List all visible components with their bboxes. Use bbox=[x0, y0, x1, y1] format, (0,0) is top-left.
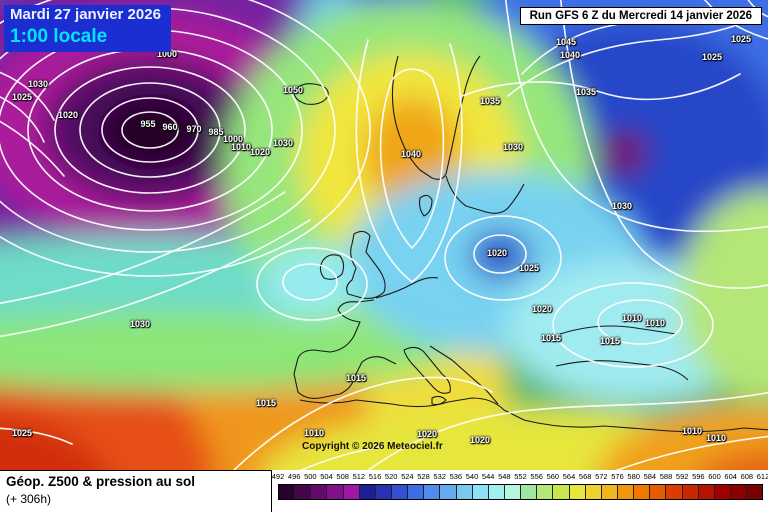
scale-tick-label: 612 bbox=[756, 472, 768, 481]
scale-segment bbox=[537, 485, 554, 499]
scale-tick-label: 608 bbox=[740, 472, 754, 481]
scale-segment bbox=[747, 485, 763, 499]
scale-tick-label: 564 bbox=[562, 472, 576, 481]
scale-segment bbox=[375, 485, 392, 499]
scale-tick-label: 604 bbox=[724, 472, 737, 481]
scale-tick-label: 520 bbox=[384, 472, 398, 481]
scale-tick-label: 516 bbox=[368, 472, 382, 481]
scale-tick-label: 524 bbox=[401, 472, 414, 481]
legend-title: Géop. Z500 & pression au sol bbox=[6, 474, 196, 489]
scale-segment bbox=[408, 485, 425, 499]
scale-tick-label: 600 bbox=[708, 472, 721, 481]
bottom-bar: Géop. Z500 & pression au sol (+ 306h) 49… bbox=[0, 470, 768, 512]
scale-segment bbox=[343, 485, 360, 499]
scale-tick-label: 536 bbox=[449, 472, 463, 481]
scale-segment bbox=[569, 485, 586, 499]
scale-segment bbox=[650, 485, 667, 499]
geopotential-color-field bbox=[0, 0, 768, 470]
scale-segment bbox=[311, 485, 328, 499]
map-canvas bbox=[0, 0, 768, 470]
scale-tick-label: 556 bbox=[530, 472, 543, 481]
scale-tick-label: 584 bbox=[643, 472, 657, 481]
scale-tick-label: 496 bbox=[287, 472, 301, 481]
scale-segment bbox=[714, 485, 731, 499]
scale-segment bbox=[666, 485, 683, 499]
local-time-label: 1:00 locale bbox=[10, 25, 108, 47]
scale-segment bbox=[359, 485, 376, 499]
scale-segment bbox=[504, 485, 522, 499]
scale-segment bbox=[730, 485, 748, 499]
scale-tick-label: 552 bbox=[514, 472, 527, 481]
scale-tick-label: 588 bbox=[659, 472, 673, 481]
forecast-date-label: Mardi 27 janvier 2026 bbox=[10, 6, 161, 23]
scale-segment bbox=[553, 485, 570, 499]
isobars bbox=[0, 0, 768, 470]
scale-tick-label: 548 bbox=[498, 472, 511, 481]
scale-tick-label: 568 bbox=[578, 472, 592, 481]
scale-segment bbox=[295, 485, 312, 499]
scale-segment bbox=[391, 485, 409, 499]
forecast-hour-label: (+ 306h) bbox=[6, 492, 52, 506]
scale-segment bbox=[440, 485, 457, 499]
scale-segment bbox=[472, 485, 489, 499]
color-scale: 492 496 500 504 508 512 516 520 524 528 532 536 540 5… bbox=[272, 472, 768, 500]
model-run-box: Run GFS 6 Z du Mercredi 14 janvier 2026 bbox=[519, 7, 762, 25]
scale-segment bbox=[488, 485, 505, 499]
scale-tick-label: 504 bbox=[320, 472, 333, 481]
scale-tick-label: 492 bbox=[271, 472, 285, 481]
scale-tick-label: 540 bbox=[465, 472, 479, 481]
scale-segment bbox=[279, 485, 296, 499]
scale-tick-label: 500 bbox=[304, 472, 317, 481]
scale-segment bbox=[617, 485, 635, 499]
legend-title-box: Géop. Z500 & pression au sol (+ 306h) bbox=[0, 470, 272, 512]
weather-map: 1030 1025 1020 1000 955 960 970 985 1000 1010 1020… bbox=[0, 0, 768, 470]
scale-segment bbox=[698, 485, 715, 499]
scale-tick-labels: 492 496 500 504 508 512 516 520 524 528 532 536 540 5… bbox=[272, 472, 768, 483]
scale-tick-label: 532 bbox=[433, 472, 446, 481]
scale-segment bbox=[327, 485, 344, 499]
date-box: Mardi 27 janvier 2026 1:00 locale bbox=[4, 5, 171, 52]
scale-tick-label: 508 bbox=[336, 472, 349, 481]
scale-segment bbox=[456, 485, 473, 499]
scale-segment bbox=[585, 485, 602, 499]
copyright-label: Copyright © 2026 Meteociel.fr bbox=[302, 441, 443, 452]
scale-segment bbox=[601, 485, 618, 499]
scale-tick-label: 560 bbox=[546, 472, 560, 481]
scale-segment bbox=[521, 485, 538, 499]
scale-tick-label: 528 bbox=[417, 472, 430, 481]
scale-tick-label: 512 bbox=[352, 472, 366, 481]
scale-segment bbox=[682, 485, 699, 499]
scale-tick-label: 544 bbox=[481, 472, 495, 481]
scale-tick-label: 596 bbox=[692, 472, 705, 481]
scale-tick-label: 576 bbox=[611, 472, 624, 481]
scale-bar bbox=[278, 484, 763, 500]
scale-tick-label: 572 bbox=[595, 472, 608, 481]
scale-tick-label: 592 bbox=[675, 472, 689, 481]
scale-segment bbox=[634, 485, 651, 499]
scale-segment bbox=[424, 485, 441, 499]
scale-tick-label: 580 bbox=[627, 472, 640, 481]
